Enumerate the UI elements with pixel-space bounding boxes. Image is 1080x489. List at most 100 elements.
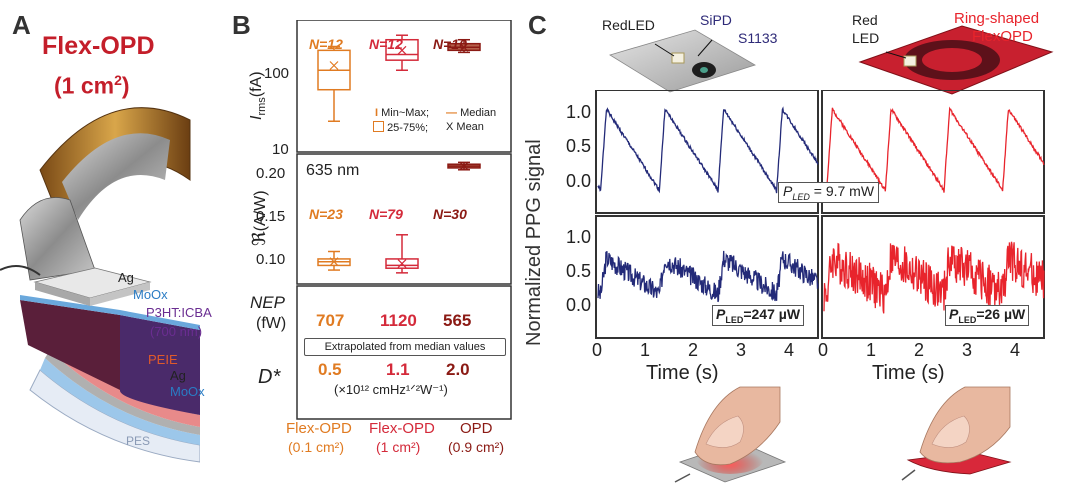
nep-value-1: 1120 — [380, 311, 417, 330]
legend-iqr-text: 25-75%; — [387, 122, 429, 134]
xtick-right-3: 3 — [962, 340, 973, 360]
irms-mean-0 — [329, 61, 339, 70]
dstar-value-2: 2.0 — [446, 360, 470, 379]
panel-a-label: A — [12, 10, 31, 40]
resp-tick-015: 0.15 — [256, 208, 286, 225]
finger-on-sipd-photo — [674, 386, 787, 483]
irms-symbol: I — [248, 115, 265, 120]
ytick-bot-00: 0.0 — [566, 295, 592, 315]
xtick-left-4: 4 — [784, 340, 795, 360]
ytick-top-00: 0.0 — [566, 171, 592, 191]
right-opd-label-1: Ring-shaped — [954, 10, 1040, 27]
device-foil — [62, 133, 170, 220]
n-top-1: N=12 — [369, 36, 403, 52]
irms-mean-2 — [459, 42, 469, 52]
sipd-photo — [609, 29, 756, 93]
n-top-0: N=12 — [309, 36, 343, 52]
label-ag-top: Ag — [118, 270, 134, 285]
legend-median-text: Median — [460, 107, 497, 119]
flex-opd-illustration — [0, 107, 200, 463]
ppg-flexopd-low-trace — [823, 241, 1045, 314]
panel-c-label: C — [528, 10, 547, 40]
irms-tick-100: 100 — [264, 65, 290, 82]
irms-unit: (fA) — [248, 71, 265, 98]
left-pd-model: S1133 — [738, 30, 778, 46]
area-text: (1 cm — [54, 72, 115, 99]
resp-tick-010: 0.10 — [256, 251, 286, 268]
wavelength-label: 635 nm — [306, 162, 360, 179]
xtick-right-4: 4 — [1010, 340, 1021, 360]
irms-box-1 — [385, 38, 419, 61]
p-symbol-1: P — [783, 183, 793, 199]
legend-mean: X Mean — [446, 121, 484, 133]
panel-b-frame — [296, 20, 512, 420]
layer-active — [20, 300, 120, 390]
label-substrate: PES — [126, 434, 151, 448]
nep-value-2: 565 — [443, 311, 472, 330]
ytick-bot-10: 1.0 — [566, 227, 592, 247]
right-led-label-2: LED — [852, 30, 880, 46]
legend-minmax: Ι Min~Max; — [375, 107, 429, 119]
ppg-plots — [595, 90, 1045, 339]
legend-mean-icon: X — [446, 121, 454, 133]
dstar-unit: (×10¹² cmHz¹ᐟ²W⁻¹) — [334, 382, 448, 397]
resp-box-1 — [385, 258, 419, 269]
left-pd-label: SiPD — [700, 12, 732, 28]
n-mid-0: N=23 — [309, 206, 343, 222]
p-symbol-2: P — [716, 306, 726, 322]
legend-mean-text: Mean — [456, 121, 484, 133]
xtick-left-0: 0 — [592, 340, 603, 360]
layer-moox-top — [20, 295, 200, 330]
irms-tick-10: 10 — [272, 141, 289, 158]
ytick-top-10: 1.0 — [566, 102, 592, 122]
power-label-bottom-right: PLED=26 µW — [945, 305, 1030, 326]
resp-tick-020: 0.20 — [256, 165, 286, 182]
device-area-1: (1 cm²) — [376, 439, 421, 455]
red-led-right — [903, 55, 917, 67]
xtick-left-1: 1 — [640, 340, 651, 360]
resp-mean-0 — [329, 257, 339, 267]
box-plots — [317, 34, 481, 274]
device-name-2: OPD — [460, 420, 493, 437]
n-top-2: N=10 — [433, 36, 467, 52]
device-area-2: (0.9 cm²) — [448, 439, 504, 455]
label-active-layer: P3HT:ICBA — [146, 305, 212, 320]
label-ag-bottom: Ag — [170, 368, 186, 383]
right-led-label-1: Red — [852, 12, 878, 28]
layer-peie — [50, 335, 200, 427]
device-area-0: (0.1 cm²) — [288, 439, 344, 455]
xtick-right-1: 1 — [866, 340, 877, 360]
panel-b-label: B — [232, 10, 251, 40]
area-close: ) — [121, 72, 130, 99]
ppg-flexopd-high-trace — [823, 106, 1045, 193]
p-value-1: = 9.7 mW — [809, 183, 875, 199]
finger-on-flexopd-photo — [901, 386, 1012, 481]
resp-mean-2 — [459, 161, 469, 171]
xtick-left-3: 3 — [736, 340, 747, 360]
nep-label: NEP — [250, 293, 285, 312]
device-name-0: Flex-OPD — [286, 420, 352, 437]
legend-median-icon: — — [446, 107, 457, 119]
p-symbol-3: P — [949, 306, 959, 322]
label-moox-top: MoOx — [133, 287, 168, 302]
ppg-sipd-high-trace — [597, 106, 819, 194]
ytick-bot-05: 0.5 — [566, 261, 592, 281]
layer-ag-bottom — [45, 350, 200, 435]
p-sub-2: LED — [725, 314, 744, 325]
legend-minmax-text: Min~Max; — [381, 107, 430, 119]
ppg-traces — [597, 106, 1045, 314]
layer-moox-bottom — [40, 358, 200, 445]
ppg-ylabel: Normalized PPG signal — [523, 139, 545, 346]
device-foil-2 — [19, 197, 96, 281]
irms-sub: rms — [256, 97, 269, 116]
p-value-3: =26 µW — [976, 306, 1026, 322]
irms-mean-1 — [397, 45, 407, 55]
nep-unit: (fW) — [256, 315, 287, 332]
extrapolated-note: Extrapolated from median values — [304, 338, 506, 356]
power-label-top-left: PLED = 9.7 mW — [778, 182, 880, 203]
right-opd-label-2: FlexOPD — [972, 28, 1033, 45]
nep-value-0: 707 — [316, 311, 345, 330]
xtick-right-0: 0 — [818, 340, 829, 360]
dstar-value-0: 0.5 — [318, 360, 342, 379]
n-mid-2: N=30 — [433, 206, 467, 222]
